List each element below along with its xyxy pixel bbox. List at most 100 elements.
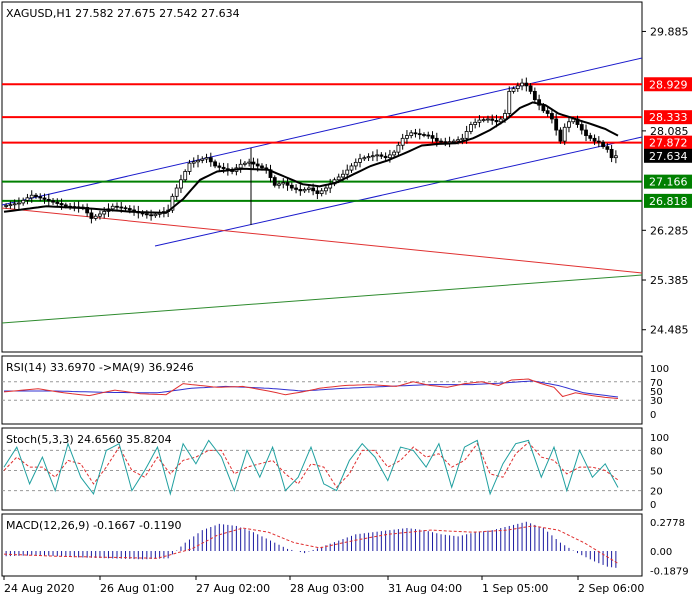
stoch-level-label: 20 <box>650 487 663 498</box>
candle-body <box>490 118 495 121</box>
candle-body <box>562 126 567 142</box>
candle-body <box>520 82 524 87</box>
candle-body <box>306 187 311 190</box>
level-tag-bg <box>644 77 692 92</box>
price-tick-label: 26.285 <box>650 224 689 237</box>
candle-body <box>353 161 358 167</box>
candle-body <box>588 135 593 139</box>
candle-body <box>324 187 328 192</box>
candle-body <box>464 131 469 139</box>
level-tag-bg <box>644 174 692 189</box>
candle-body <box>451 140 456 143</box>
candle-body <box>191 161 196 164</box>
candle-body <box>285 182 290 186</box>
candle-body <box>579 124 584 131</box>
time-axis-label: 2 Sep 06:00 <box>578 582 644 595</box>
candle-body <box>609 148 614 159</box>
candle-body <box>515 85 520 90</box>
candle-body <box>473 121 478 125</box>
level-tag-bg <box>644 110 692 125</box>
candle-body <box>532 90 537 101</box>
candle-body <box>596 140 601 143</box>
candle-body <box>243 162 247 165</box>
candle-body <box>174 187 179 197</box>
candle-body <box>370 155 375 158</box>
current-price-tag-bg <box>644 148 692 163</box>
candle-body <box>4 205 9 207</box>
candle-body <box>149 214 154 217</box>
candle-body <box>247 161 252 164</box>
rsi-header: RSI(14) 33.6970 ->MA(9) 36.9246 <box>6 361 194 374</box>
candle-body <box>298 189 303 192</box>
candle-body <box>507 90 512 114</box>
candle-body <box>187 162 192 172</box>
candle-body <box>336 176 341 181</box>
candle-body <box>396 144 401 153</box>
candle-body <box>277 183 281 186</box>
level-tag-label: 28.929 <box>649 78 688 91</box>
macd-layer <box>3 521 619 568</box>
candle-body <box>251 161 256 165</box>
level-tag-bg <box>644 135 692 150</box>
candle-body <box>183 171 188 181</box>
candle-body <box>409 132 414 136</box>
candle-body <box>345 169 350 175</box>
candle-body <box>25 197 30 201</box>
candle-body <box>63 204 68 207</box>
trend-line-red <box>1 207 643 274</box>
candle-body <box>46 198 51 202</box>
candle-body <box>272 177 277 186</box>
stoch-level-label: 0 <box>650 500 656 511</box>
candle-body <box>422 134 426 136</box>
candle-body <box>528 85 533 92</box>
candle-body <box>468 124 473 132</box>
candle-body <box>115 205 119 208</box>
candle-body <box>387 154 392 159</box>
candle-body <box>379 154 384 157</box>
channel-upper-line <box>1 57 643 206</box>
candle-body <box>38 196 43 199</box>
candle-body <box>123 207 128 210</box>
candle-body <box>315 190 320 194</box>
rsi-level-label: 30 <box>650 396 663 407</box>
candle-body <box>281 182 286 185</box>
candle-body <box>144 213 149 216</box>
candle-body <box>85 206 90 214</box>
candle-body <box>21 199 26 204</box>
candle-body <box>383 155 388 159</box>
candle-body <box>170 195 175 211</box>
candle-body <box>89 212 94 219</box>
candle-body <box>605 146 610 150</box>
stoch-main-line <box>3 439 619 496</box>
level-tag-bg <box>644 193 692 208</box>
stoch-layer <box>2 439 642 496</box>
rsi-level-label: 0 <box>650 410 656 421</box>
candle-body <box>541 104 546 112</box>
moving-average-line <box>3 101 619 214</box>
candle-body <box>221 166 226 170</box>
macd-level-label: 0.2778 <box>650 518 685 529</box>
stoch-level-label: 80 <box>650 446 663 457</box>
candle-body <box>550 113 554 120</box>
candle-body <box>349 165 354 171</box>
macd-signal-line <box>3 525 619 564</box>
candle-body <box>319 190 324 194</box>
time-axis-label: 28 Aug 03:00 <box>290 582 364 595</box>
price-tick-label: 28.085 <box>650 125 689 138</box>
macd-header: MACD(12,26,9) -0.1667 -0.1190 <box>6 519 181 532</box>
channel-lower-line <box>154 136 643 247</box>
stoch-signal-line <box>3 441 619 489</box>
symbol-header: XAGUSD,H1 27.582 27.675 27.542 27.634 <box>6 7 240 20</box>
candle-body <box>358 158 362 163</box>
candle-body <box>558 129 563 142</box>
candle-body <box>294 187 298 190</box>
rsi-level-label: 70 <box>650 378 663 389</box>
candle-body <box>260 165 264 169</box>
axis-layer: 29.885 28.085 26.285 25.385 24.485 28.929 28.3… <box>3 25 692 595</box>
time-axis-label: 24 Aug 2020 <box>4 582 74 595</box>
candle-body <box>55 201 60 204</box>
candle-body <box>545 110 550 114</box>
candle-body <box>486 118 490 121</box>
